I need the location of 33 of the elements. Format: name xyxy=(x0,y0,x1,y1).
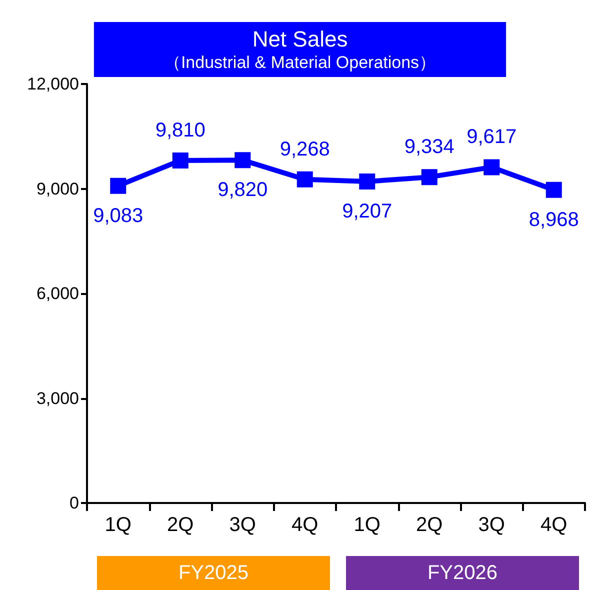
data-label: 9,268 xyxy=(280,138,330,160)
x-tick-label: 3Q xyxy=(229,514,256,536)
data-label: 9,820 xyxy=(218,179,268,202)
data-label: 8,968 xyxy=(528,208,579,231)
x-tick-label: 4Q xyxy=(292,514,318,536)
text: FY2026 xyxy=(427,562,498,584)
y-tick-label: 0 xyxy=(70,494,79,512)
data-label: 9,207 xyxy=(342,200,392,223)
point xyxy=(234,152,251,168)
y-tick-label: 9,000 xyxy=(36,179,79,198)
point xyxy=(296,171,313,188)
x-tick-label: 4Q xyxy=(540,514,568,536)
x-tick-label: 3Q xyxy=(478,514,505,536)
text: FY2025 xyxy=(178,562,249,584)
data-label: 9,334 xyxy=(404,136,454,158)
data-label: 9,617 xyxy=(466,126,517,148)
point xyxy=(421,169,438,186)
point xyxy=(359,174,376,190)
point xyxy=(110,178,126,194)
x-tick-label: 1Q xyxy=(104,514,132,536)
y-tick-label: 6,000 xyxy=(36,284,79,303)
x-tick-label: 2Q xyxy=(167,514,194,536)
point xyxy=(172,152,188,168)
x-tick-label: 1Q xyxy=(354,514,380,536)
y-tick-label: 3,000 xyxy=(36,388,79,408)
x-tick-label: 2Q xyxy=(416,514,443,536)
data-label: 9,810 xyxy=(155,119,206,142)
chart-subtitle: （Industrial & Material Operations） xyxy=(164,53,436,72)
chart-title: Net Sales xyxy=(252,26,348,52)
point xyxy=(546,182,562,198)
data-label: 9,083 xyxy=(93,204,144,227)
point xyxy=(484,159,500,176)
y-tick-label: 12,000 xyxy=(27,74,79,94)
